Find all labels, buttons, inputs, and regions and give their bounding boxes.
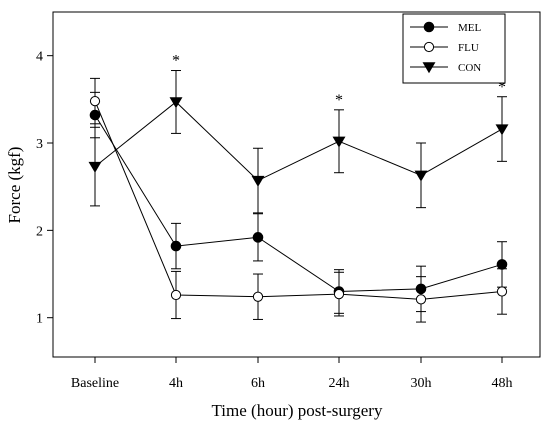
series-line [94, 114, 503, 292]
series-line [94, 101, 503, 182]
data-point [169, 97, 183, 109]
data-point [252, 232, 264, 243]
legend-label: CON [458, 62, 481, 74]
data-point [251, 175, 265, 187]
data-point [496, 286, 508, 297]
legend-label: FLU [458, 42, 479, 54]
data-point [170, 240, 182, 252]
y-tick-label: 2 [36, 224, 43, 239]
legend-marker [423, 21, 435, 33]
data-point [495, 124, 509, 136]
axes: 1 2 3 4 Baseline 4h 6h 24h 30h 48h [36, 50, 513, 391]
annotation-layer: * * * [172, 53, 506, 109]
y-tick-label: 4 [36, 50, 43, 65]
legend-item-mel: MEL [410, 21, 482, 34]
data-point [252, 291, 264, 302]
data-point [415, 294, 427, 305]
y-tick-label: 1 [36, 312, 43, 327]
data-point [414, 170, 428, 182]
y-tick-label: 3 [36, 137, 43, 152]
y-axis-title: Force (kgf) [5, 147, 24, 224]
data-point [496, 259, 508, 270]
series-flu [89, 77, 508, 323]
x-tick-label: Baseline [71, 376, 119, 391]
data-point [170, 289, 182, 301]
x-tick-label: 48h [492, 376, 513, 391]
legend-item-con: CON [410, 62, 481, 74]
legend-item-flu: FLU [410, 41, 479, 54]
x-tick-label: 24h [329, 376, 350, 391]
legend: MEL FLU CON [402, 13, 506, 84]
x-tick-label: 6h [251, 376, 265, 391]
x-axis-title: Time (hour) post-surgery [212, 401, 383, 420]
series-line [94, 100, 503, 300]
series-con [88, 70, 509, 214]
data-point [333, 289, 345, 300]
plot-frame [52, 11, 541, 358]
x-tick-label: 30h [411, 376, 432, 391]
legend-marker [423, 41, 435, 53]
data-point [89, 95, 101, 107]
x-tick-label: 4h [169, 376, 183, 391]
legend-marker [422, 62, 436, 74]
series-mel [89, 91, 508, 314]
significance-marker: * [335, 92, 343, 109]
data-point [332, 136, 346, 148]
legend-box [402, 13, 506, 84]
significance-marker: * [172, 53, 180, 70]
data-point [88, 161, 102, 173]
legend-label: MEL [458, 22, 482, 34]
series-layer [88, 70, 509, 323]
significance-marker: * [498, 79, 506, 96]
